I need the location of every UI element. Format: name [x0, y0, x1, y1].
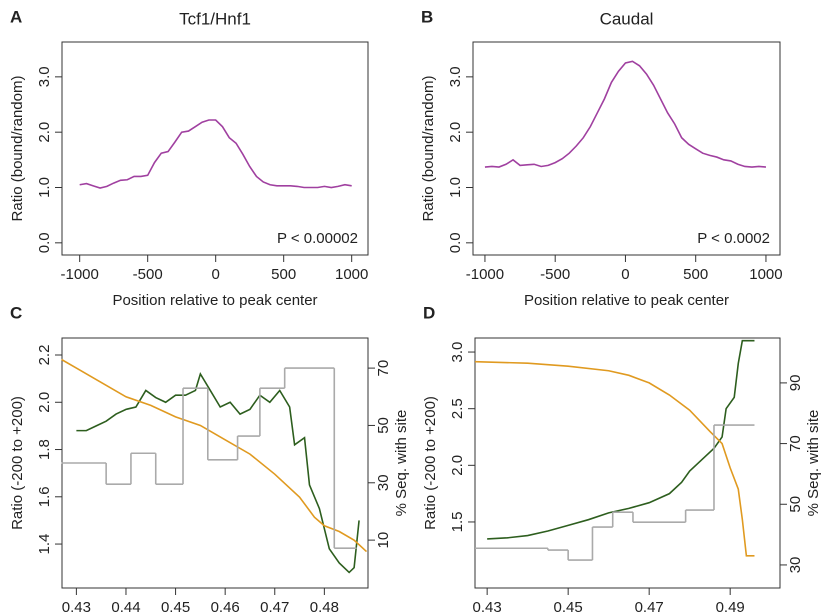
x-tick-label: 0.48: [310, 599, 339, 616]
x-tick-label: -500: [540, 266, 570, 283]
x-tick-label: 0.47: [260, 599, 289, 616]
series-line: [487, 339, 755, 540]
plot-frame: [472, 41, 781, 256]
plot-frame: [474, 337, 781, 589]
y2-tick-label: 50: [375, 417, 392, 434]
y2-tick-label: 70: [375, 360, 392, 377]
y-axis-label: Ratio (-200 to +200): [9, 396, 26, 530]
plot-frame: [61, 41, 369, 256]
x-tick-label: 0: [621, 266, 629, 283]
y-tick-label: 2.0: [36, 392, 53, 413]
y2-tick-label: 30: [787, 557, 804, 574]
x-tick-label: 1000: [749, 266, 782, 283]
y-tick-label: 2.5: [449, 398, 466, 419]
y-axis-label: Ratio (-200 to +200): [422, 396, 439, 530]
y-tick-label: 1.6: [36, 486, 53, 507]
y2-axis-label: % Seq. with site: [393, 410, 410, 517]
x-tick-label: 0.44: [111, 599, 140, 616]
y-tick-label: 3.0: [36, 66, 53, 87]
x-tick-label: 0.45: [554, 599, 583, 616]
x-tick-label: 0: [212, 266, 220, 283]
y-axis-label: Ratio (bound/random): [9, 76, 26, 222]
y2-axis-label: % Seq. with site: [805, 410, 822, 517]
chart-title: Caudal: [600, 9, 654, 28]
y-tick-label: 0.0: [447, 232, 464, 253]
series-line: [484, 60, 767, 168]
panel-label: A: [10, 7, 22, 26]
chart-title: Tcf1/Hnf1: [179, 9, 251, 28]
x-axis-label: Position relative to peak center: [524, 292, 729, 309]
y-tick-label: 2.2: [36, 345, 53, 366]
x-tick-label: 500: [271, 266, 296, 283]
series-line: [76, 371, 360, 574]
y-tick-label: 2.0: [36, 122, 53, 143]
y-tick-label: 1.4: [36, 534, 53, 555]
x-tick-label: -1000: [60, 266, 98, 283]
panel-label: B: [421, 7, 433, 26]
x-tick-label: 0.47: [635, 599, 664, 616]
y-tick-label: 1.8: [36, 439, 53, 460]
panel-label: D: [423, 303, 435, 322]
y2-tick-label: 90: [787, 375, 804, 392]
x-tick-label: -500: [133, 266, 163, 283]
y-axis-label: Ratio (bound/random): [420, 76, 437, 222]
series-line: [61, 358, 368, 553]
y2-tick-label: 10: [375, 532, 392, 549]
x-tick-label: 0.46: [211, 599, 240, 616]
y-tick-label: 1.5: [449, 512, 466, 533]
plot-frame: [61, 337, 369, 589]
y-tick-label: 1.0: [447, 177, 464, 198]
series-line: [79, 119, 352, 189]
y-tick-label: 3.0: [449, 342, 466, 363]
annotation: P < 0.0002: [697, 230, 770, 247]
x-tick-label: 500: [683, 266, 708, 283]
annotation: P < 0.00002: [277, 230, 358, 247]
y-tick-label: 2.0: [449, 455, 466, 476]
x-tick-label: 0.43: [62, 599, 91, 616]
x-tick-label: 1000: [335, 266, 368, 283]
x-tick-label: 0.49: [716, 599, 745, 616]
y-tick-label: 0.0: [36, 232, 53, 253]
y-tick-label: 1.0: [36, 177, 53, 198]
series-line: [474, 360, 755, 557]
y-tick-label: 2.0: [447, 122, 464, 143]
y2-tick-label: 70: [787, 435, 804, 452]
y-tick-label: 3.0: [447, 66, 464, 87]
y2-tick-label: 50: [787, 496, 804, 513]
y2-tick-label: 30: [375, 474, 392, 491]
x-tick-label: 0.45: [161, 599, 190, 616]
x-axis-label: Position relative to peak center: [112, 292, 317, 309]
x-tick-label: 0.43: [473, 599, 502, 616]
panel-label: C: [10, 303, 22, 322]
x-tick-label: -1000: [466, 266, 504, 283]
